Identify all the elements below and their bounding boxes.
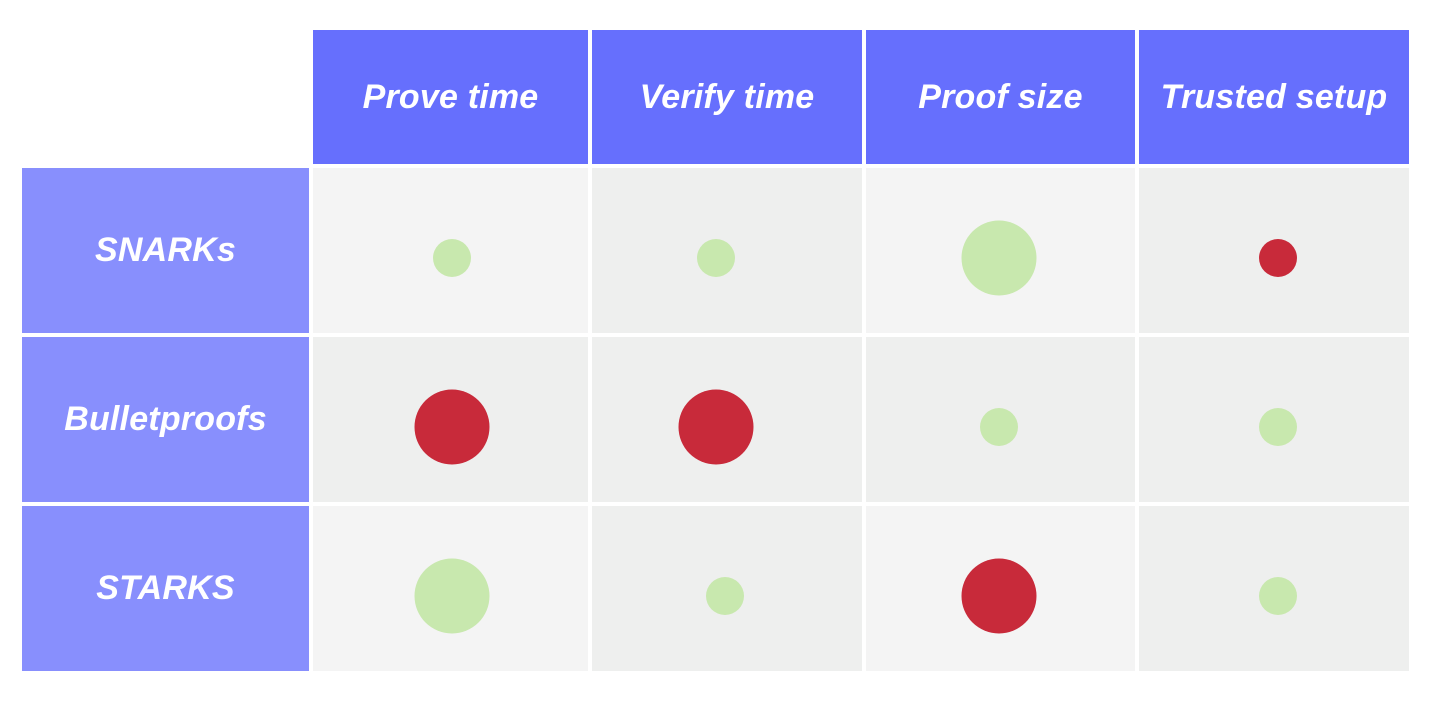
good-rating-dot — [697, 239, 735, 277]
good-rating-dot — [706, 577, 744, 615]
rating-cell — [1139, 168, 1409, 333]
bad-rating-dot — [1259, 239, 1297, 277]
good-rating-dot — [980, 408, 1018, 446]
row-header-bulletproofs: Bulletproofs — [22, 337, 309, 502]
comparison-table: Prove time Verify time Proof size Truste… — [22, 30, 1409, 671]
good-rating-dot — [961, 220, 1037, 296]
rating-cell — [313, 506, 588, 671]
bad-rating-dot — [678, 389, 754, 465]
bad-rating-dot — [414, 389, 490, 465]
rating-cell — [313, 337, 588, 502]
good-rating-dot — [1259, 577, 1297, 615]
column-header-prove-time: Prove time — [313, 30, 588, 164]
column-header-proof-size: Proof size — [866, 30, 1135, 164]
rating-cell — [592, 506, 862, 671]
column-header-label: Proof size — [918, 77, 1083, 116]
rating-cell — [592, 168, 862, 333]
bad-rating-dot — [961, 558, 1037, 634]
rating-cell — [866, 337, 1135, 502]
rating-cell — [866, 168, 1135, 333]
row-header-label: STARKS — [96, 569, 235, 607]
column-header-trusted-setup: Trusted setup — [1139, 30, 1409, 164]
table-corner — [22, 30, 309, 164]
rating-cell — [313, 168, 588, 333]
rating-cell — [866, 506, 1135, 671]
row-header-starks: STARKS — [22, 506, 309, 671]
column-header-verify-time: Verify time — [592, 30, 862, 164]
good-rating-dot — [1259, 408, 1297, 446]
row-header-label: Bulletproofs — [64, 400, 267, 438]
rating-cell — [592, 337, 862, 502]
column-header-label: Prove time — [362, 77, 539, 116]
rating-cell — [1139, 337, 1409, 502]
good-rating-dot — [414, 558, 490, 634]
rating-cell — [1139, 506, 1409, 671]
row-header-label: SNARKs — [94, 231, 236, 269]
row-header-snarks: SNARKs — [22, 168, 309, 333]
good-rating-dot — [433, 239, 471, 277]
column-header-label: Verify time — [639, 77, 815, 116]
column-header-label: Trusted setup — [1160, 77, 1388, 116]
